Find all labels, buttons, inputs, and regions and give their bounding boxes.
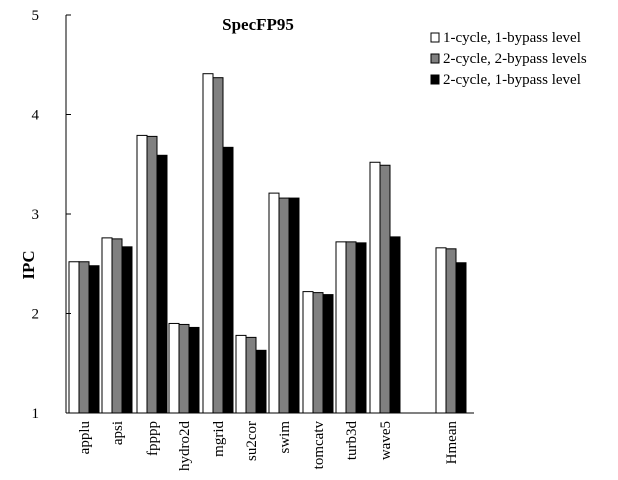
x-tick-label: apsi: [110, 421, 126, 445]
x-labels-group: applu apsi fpppp hydro2d mgrid su2cor swim tomc…: [77, 421, 460, 471]
y-tick-label: 3: [32, 207, 40, 223]
y-axis-label: IPC: [19, 250, 38, 279]
y-tick-label: 4: [32, 108, 40, 124]
x-tick-label: hydro2d: [177, 421, 193, 471]
legend-label: 2-cycle, 2-bypass levels: [443, 51, 587, 67]
x-tick-label: su2cor: [244, 421, 260, 461]
y-tick-label: 1: [32, 406, 40, 422]
bar-applu-series-1: [68, 261, 80, 414]
bar-hmean-series-3: [455, 262, 467, 414]
chart-title: SpecFP95: [222, 15, 294, 34]
bar-fpppp-series-1: [136, 134, 148, 414]
legend-swatch: [430, 32, 440, 43]
bar-hydro2d-series-1: [168, 322, 180, 414]
bar-turb3d-series-2: [345, 241, 357, 414]
legend-swatch: [430, 53, 440, 64]
legend-swatch: [430, 74, 440, 85]
x-tick-label: fpppp: [145, 421, 161, 456]
bar-tomcatv-series-2: [312, 292, 324, 414]
bar-wave5-series-1: [369, 161, 381, 414]
x-tick-label: mgrid: [211, 421, 227, 457]
bar-tomcatv-series-1: [302, 291, 314, 414]
legend-label: 1-cycle, 1-bypass level: [443, 30, 581, 46]
bar-swim-series-3: [288, 197, 300, 414]
legend-label: 2-cycle, 1-bypass level: [443, 72, 581, 88]
bar-tomcatv-series-3: [322, 294, 334, 414]
bar-mgrid-series-2: [212, 77, 224, 414]
bar-hmean-series-1: [435, 247, 447, 414]
x-tick-label: applu: [77, 421, 93, 455]
bar-turb3d-series-1: [335, 241, 347, 414]
bar-swim-series-1: [268, 192, 280, 414]
x-tick-label: wave5: [378, 421, 394, 460]
bar-applu-series-3: [88, 265, 100, 414]
x-tick-label: tomcatv: [311, 421, 327, 470]
bar-wave5-series-2: [379, 164, 391, 414]
bar-hydro2d-series-3: [188, 326, 200, 414]
bar-fpppp-series-3: [156, 154, 168, 414]
bar-wave5-series-3: [389, 236, 401, 414]
bar-mgrid-series-1: [202, 73, 214, 414]
bar-apsi-series-3: [121, 246, 133, 414]
bar-su2cor-series-3: [255, 349, 267, 414]
bar-apsi-series-2: [111, 238, 123, 414]
legend: 1-cycle, 1-bypass level 2-cycle, 2-bypass…: [430, 30, 587, 88]
bar-su2cor-series-1: [235, 334, 247, 414]
bar-su2cor-series-2: [245, 336, 257, 414]
x-tick-label: swim: [277, 421, 293, 454]
bar-apsi-series-1: [101, 237, 113, 414]
bar-mgrid-series-3: [222, 146, 234, 414]
x-tick-label: Hmean: [444, 421, 460, 465]
bar-applu-series-2: [78, 261, 90, 414]
y-tick-label: 2: [32, 307, 40, 323]
bar-fpppp-series-2: [146, 135, 158, 414]
bar-hmean-series-2: [445, 248, 457, 414]
bar-turb3d-series-3: [355, 242, 367, 414]
bar-hydro2d-series-2: [178, 323, 190, 414]
bars-group: [68, 73, 467, 414]
x-tick-label: turb3d: [344, 421, 360, 461]
bar-swim-series-2: [278, 197, 290, 414]
y-tick-label: 5: [32, 8, 40, 24]
y-ticks-group: 1 2 3 4 5: [32, 8, 71, 422]
